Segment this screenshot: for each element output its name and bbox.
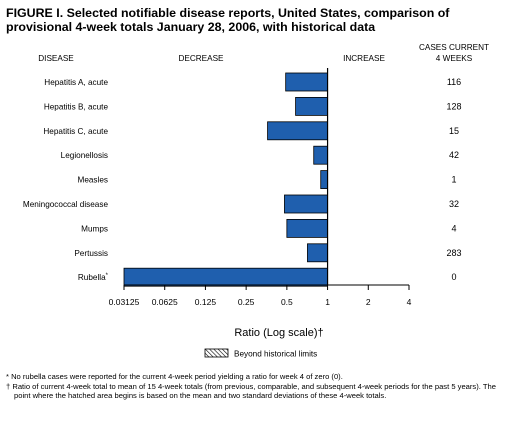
cases-value-0: 116	[447, 77, 461, 87]
bar-1	[295, 97, 328, 116]
category-label-0: Hepatitis A, acute	[44, 78, 108, 87]
cases-value-1: 128	[446, 101, 461, 111]
legend-label: Beyond historical limits	[234, 350, 317, 359]
header-decrease: DECREASE	[178, 54, 224, 63]
footnote-dagger: † Ratio of current 4-week total to mean …	[6, 382, 496, 400]
bar-6	[286, 218, 328, 238]
cases-value-7: 283	[446, 248, 461, 258]
x-tick-label-4: 0.5	[281, 297, 293, 307]
x-tick-label-7: 4	[407, 297, 412, 307]
cases-value-3: 42	[449, 150, 459, 160]
bar-0	[285, 72, 328, 92]
bar-8	[123, 267, 328, 287]
figure-title: FIGURE I. Selected notifiable disease re…	[6, 6, 450, 34]
category-label-1: Hepatitis B, acute	[44, 102, 109, 111]
cases-value-2: 15	[449, 126, 459, 136]
category-label-6: Mumps	[81, 224, 108, 233]
header-cases-line2: 4 WEEKS	[436, 54, 473, 63]
legend-hatch-swatch	[204, 348, 229, 358]
bar-2	[267, 121, 328, 141]
footnote-star: * No rubella cases were reported for the…	[6, 372, 343, 381]
cases-value-5: 32	[449, 199, 459, 209]
bar-4	[320, 170, 328, 190]
cases-value-4: 1	[451, 175, 456, 185]
category-label-5: Meningococcal disease	[23, 200, 109, 209]
bar-7	[307, 243, 328, 263]
header-increase: INCREASE	[343, 54, 385, 63]
category-label-3: Legionellosis	[61, 151, 108, 160]
x-tick-label-1: 0.0625	[152, 297, 178, 307]
x-tick-label-3: 0.25	[238, 297, 255, 307]
category-label-4: Measles	[78, 176, 109, 185]
x-axis-label: Ratio (Log scale)†	[234, 327, 323, 339]
bar-5	[284, 194, 328, 214]
x-tick-label-2: 0.125	[195, 297, 217, 307]
category-label-2: Hepatitis C, acute	[43, 127, 108, 136]
x-tick-label-5: 1	[325, 297, 330, 307]
cases-value-8: 0	[451, 272, 456, 282]
category-label-7: Pertussis	[74, 249, 108, 258]
bar-3	[313, 145, 328, 165]
x-tick-label-6: 2	[366, 297, 371, 307]
cases-value-6: 4	[451, 223, 456, 233]
category-label-8: Rubella*	[78, 273, 109, 282]
x-tick-label-0: 0.03125	[109, 297, 140, 307]
header-cases-line1: CASES CURRENT	[419, 43, 489, 52]
header-disease: DISEASE	[38, 54, 74, 63]
